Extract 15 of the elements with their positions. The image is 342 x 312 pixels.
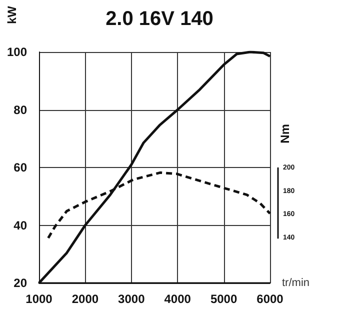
y-axis-title: kW (5, 5, 19, 24)
y2-axis-title: Nm (278, 124, 292, 144)
x-tick-label: 5000 (210, 292, 238, 306)
x-tick-label: 4000 (164, 292, 192, 306)
x-tick-label: 6000 (256, 292, 284, 306)
chart-title: 2.0 16V 140 (106, 8, 214, 30)
y-tick-label: 40 (14, 218, 28, 232)
y-tick-label: 60 (14, 160, 28, 174)
x-tick-label: 1000 (26, 292, 53, 306)
x-axis-title: tr/min (282, 277, 310, 289)
y-tick-label: 20 (14, 276, 28, 290)
y-tick-label: 100 (6, 45, 28, 59)
x-tick-label: 2000 (72, 292, 99, 306)
x-tick-label: 3000 (118, 292, 146, 306)
y-tick-label: 80 (14, 102, 28, 117)
